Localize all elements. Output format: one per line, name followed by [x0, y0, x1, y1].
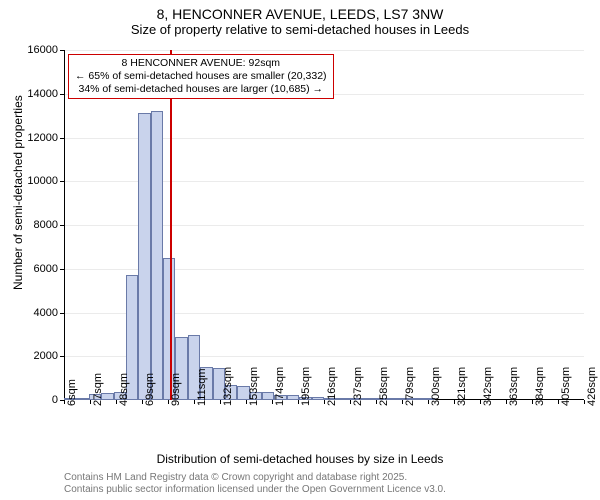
- xtick-mark: [272, 400, 273, 404]
- xtick-label: 195sqm: [300, 367, 312, 406]
- xtick-label: 405sqm: [560, 367, 572, 406]
- xtick-label: 279sqm: [404, 367, 416, 406]
- annotation-box: 8 HENCONNER AVENUE: 92sqm ← 65% of semi-…: [68, 54, 334, 99]
- xtick-mark: [194, 400, 195, 404]
- footer-line1: Contains HM Land Registry data © Crown c…: [64, 472, 446, 484]
- title-block: 8, HENCONNER AVENUE, LEEDS, LS7 3NW Size…: [0, 0, 600, 37]
- ytick-label: 4000: [34, 307, 64, 319]
- xtick-mark: [428, 400, 429, 404]
- xtick-mark: [350, 400, 351, 404]
- xtick-mark: [402, 400, 403, 404]
- ytick-label: 2000: [34, 350, 64, 362]
- xtick-mark: [90, 400, 91, 404]
- xtick-mark: [480, 400, 481, 404]
- xtick-label: 342sqm: [482, 367, 494, 406]
- xtick-mark: [168, 400, 169, 404]
- ytick-label: 8000: [34, 219, 64, 231]
- histogram-bar: [336, 398, 348, 400]
- xtick-label: 300sqm: [430, 367, 442, 406]
- xtick-mark: [220, 400, 221, 404]
- ytick-label: 14000: [27, 88, 64, 100]
- gridline: [64, 50, 584, 51]
- ytick-label: 12000: [27, 132, 64, 144]
- xtick-label: 90sqm: [170, 373, 182, 406]
- xtick-label: 321sqm: [456, 367, 468, 406]
- ytick-label: 0: [52, 394, 64, 406]
- title-sub: Size of property relative to semi-detach…: [0, 22, 600, 37]
- xtick-label: 426sqm: [586, 367, 598, 406]
- xtick-mark: [116, 400, 117, 404]
- annotation-line2: ← 65% of semi-detached houses are smalle…: [75, 70, 327, 83]
- xtick-mark: [376, 400, 377, 404]
- xtick-label: 237sqm: [352, 367, 364, 406]
- xtick-label: 363sqm: [508, 367, 520, 406]
- ytick-label: 6000: [34, 263, 64, 275]
- ytick-label: 16000: [27, 44, 64, 56]
- annotation-line1: 8 HENCONNER AVENUE: 92sqm: [75, 57, 327, 70]
- xtick-mark: [532, 400, 533, 404]
- xtick-mark: [324, 400, 325, 404]
- xtick-mark: [142, 400, 143, 404]
- histogram-bar: [312, 397, 324, 400]
- xtick-label: 384sqm: [534, 367, 546, 406]
- y-axis-label: Number of semi-detached properties: [11, 95, 25, 290]
- xtick-label: 132sqm: [222, 367, 234, 406]
- marker-line: [170, 50, 172, 400]
- xtick-mark: [506, 400, 507, 404]
- plot-area: 02000400060008000100001200014000160006sq…: [64, 50, 584, 400]
- xtick-mark: [584, 400, 585, 404]
- xtick-label: 174sqm: [274, 367, 286, 406]
- xtick-label: 216sqm: [326, 367, 338, 406]
- xtick-label: 6sqm: [66, 379, 78, 406]
- xtick-label: 153sqm: [248, 367, 260, 406]
- histogram-bar: [151, 111, 163, 400]
- xtick-label: 69sqm: [144, 373, 156, 406]
- histogram-bar: [262, 392, 274, 400]
- xtick-mark: [64, 400, 65, 404]
- xtick-label: 111sqm: [196, 368, 208, 406]
- ytick-label: 10000: [27, 175, 64, 187]
- xtick-label: 48sqm: [118, 373, 130, 406]
- xtick-label: 27sqm: [92, 373, 104, 406]
- footer: Contains HM Land Registry data © Crown c…: [64, 472, 446, 496]
- chart-container: 8, HENCONNER AVENUE, LEEDS, LS7 3NW Size…: [0, 0, 600, 500]
- xtick-mark: [454, 400, 455, 404]
- xtick-label: 258sqm: [378, 367, 390, 406]
- x-axis-label: Distribution of semi-detached houses by …: [0, 452, 600, 466]
- plot-inner: 02000400060008000100001200014000160006sq…: [64, 50, 584, 400]
- xtick-mark: [298, 400, 299, 404]
- histogram-bar: [76, 398, 88, 400]
- xtick-mark: [558, 400, 559, 404]
- histogram-bar: [138, 113, 150, 400]
- xtick-mark: [246, 400, 247, 404]
- footer-line2: Contains public sector information licen…: [64, 484, 446, 496]
- title-main: 8, HENCONNER AVENUE, LEEDS, LS7 3NW: [0, 6, 600, 22]
- annotation-line3: 34% of semi-detached houses are larger (…: [75, 83, 327, 96]
